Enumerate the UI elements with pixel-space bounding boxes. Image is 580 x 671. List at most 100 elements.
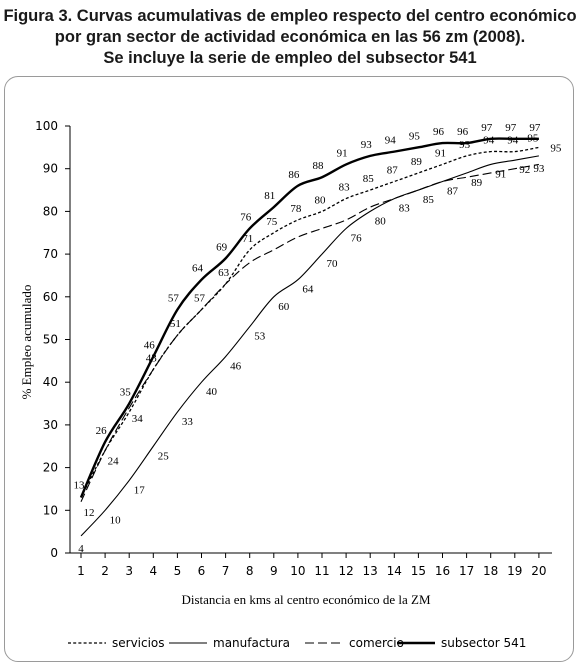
- data-label-subsector-541: 26: [96, 425, 108, 437]
- x-tick-label: 19: [507, 564, 522, 578]
- legend-label-subsector-541: subsector 541: [441, 636, 526, 650]
- y-tick-label: 30: [43, 418, 58, 432]
- x-tick-label: 17: [459, 564, 474, 578]
- data-label-manufactura: 83: [399, 203, 411, 215]
- data-label-comercio: 34: [132, 413, 144, 425]
- data-label-servicios: 85: [363, 173, 375, 185]
- data-label-subsector-541: 35: [120, 387, 132, 399]
- legend-label-manufactura: manufactura: [213, 636, 290, 650]
- data-label-subsector-541: 97: [505, 122, 517, 134]
- data-label-servicios: 78: [290, 203, 302, 215]
- data-label-manufactura: 76: [351, 232, 363, 244]
- y-tick-label: 40: [43, 375, 58, 389]
- data-label-manufactura: 64: [302, 284, 314, 296]
- data-label-comercio: 24: [108, 456, 120, 468]
- chart-frame: [4, 76, 574, 662]
- data-label-servicios: 71: [242, 233, 253, 245]
- data-label-subsector-541: 95: [409, 130, 421, 142]
- data-label-manufactura: 87: [447, 186, 459, 198]
- chart-title-line-2: por gran sector de actividad económica e…: [54, 28, 526, 46]
- data-label-servicios: 75: [266, 216, 278, 228]
- data-label-subsector-541: 86: [288, 169, 300, 181]
- x-tick-label: 7: [222, 564, 230, 578]
- data-label-manufactura: 25: [158, 450, 170, 462]
- data-label-servicios: 89: [411, 156, 423, 168]
- data-label-subsector-541: 13: [74, 479, 86, 491]
- data-label-manufactura: 70: [327, 258, 339, 270]
- data-label-subsector-541: 96: [457, 126, 469, 138]
- x-tick-label: 20: [531, 564, 546, 578]
- data-label-manufactura: 85: [423, 194, 435, 206]
- x-axis-label: Distancia en kms al centro económico de …: [181, 592, 431, 607]
- series-line-servicios: [80, 146, 540, 498]
- data-label-subsector-541: 76: [240, 211, 252, 223]
- x-tick-label: 12: [338, 564, 353, 578]
- data-label-manufactura: 10: [110, 514, 122, 526]
- data-label-manufactura: 91: [495, 168, 506, 180]
- data-label-manufactura: 40: [206, 386, 218, 398]
- y-tick-label: 60: [43, 290, 58, 304]
- data-label-subsector-541: 93: [361, 139, 373, 151]
- x-tick-label: 13: [363, 564, 378, 578]
- data-label-subsector-541: 57: [168, 293, 180, 305]
- data-label-manufactura: 92: [519, 164, 530, 176]
- data-label-subsector-541: 69: [216, 241, 228, 253]
- data-label-manufactura: 60: [278, 301, 290, 313]
- y-axis-label: % Empleo acumulado: [19, 285, 34, 400]
- y-tick-label: 10: [43, 503, 58, 517]
- data-label-manufactura: 4: [78, 543, 84, 555]
- y-tick-label: 50: [43, 333, 58, 347]
- data-label-manufactura: 53: [254, 331, 266, 343]
- x-tick-label: 11: [314, 564, 329, 578]
- data-label-subsector-541: 88: [313, 160, 325, 172]
- chart-title: Figura 3. Curvas acumulativas de empleo …: [0, 6, 580, 69]
- data-label-subsector-541: 46: [144, 340, 156, 352]
- data-label-servicios: 91: [435, 147, 446, 159]
- data-label-servicios: 57: [194, 293, 206, 305]
- data-label-servicios: 93: [459, 139, 471, 151]
- chart-title-line-3: Se incluye la serie de empleo del subsec…: [103, 49, 477, 67]
- data-label-manufactura: 46: [230, 361, 242, 373]
- data-label-servicios: 83: [339, 182, 351, 194]
- x-tick-label: 9: [270, 564, 278, 578]
- x-tick-label: 18: [483, 564, 498, 578]
- series-line-comercio: [80, 163, 539, 502]
- x-tick-label: 4: [149, 564, 157, 578]
- y-tick-label: 20: [43, 461, 58, 475]
- y-tick-label: 70: [43, 247, 58, 261]
- data-label-servicios: 43: [146, 352, 158, 364]
- data-label-manufactura: 80: [375, 215, 387, 227]
- y-tick-label: 90: [43, 162, 58, 176]
- data-label-manufactura: 89: [471, 177, 483, 189]
- legend-label-servicios: servicios: [112, 636, 165, 650]
- data-label-subsector-541: 94: [385, 135, 397, 147]
- series-line-subsector-541: [79, 137, 539, 498]
- x-tick-label: 15: [411, 564, 426, 578]
- series-line-manufactura: [80, 155, 539, 537]
- data-label-servicios: 51: [170, 318, 181, 330]
- x-tick-label: 6: [198, 564, 206, 578]
- data-label-subsector-541: 96: [433, 126, 445, 138]
- x-tick-label: 14: [387, 564, 402, 578]
- y-tick-label: 100: [35, 119, 58, 133]
- x-tick-label: 5: [174, 564, 182, 578]
- legend: servicios manufactura comercio subsector 54…: [68, 636, 526, 650]
- data-label-manufactura: 33: [182, 416, 194, 428]
- data-label-subsector-541: 81: [264, 190, 275, 202]
- data-label-subsector-541: 97: [481, 122, 493, 134]
- y-tick-label: 80: [43, 204, 58, 218]
- data-label-manufactura: 17: [134, 484, 146, 496]
- x-tick-label: 2: [101, 564, 109, 578]
- x-tick-label: 10: [290, 564, 305, 578]
- x-tick-label: 3: [125, 564, 133, 578]
- x-tick-label: 16: [435, 564, 450, 578]
- data-labels: 43 51 57 63 71 75 78 80 83 85 87 89 91 93 94 94 95 4 10 17 2…: [74, 122, 562, 555]
- legend-label-comercio: comercio: [349, 636, 404, 650]
- data-label-servicios: 87: [387, 165, 399, 177]
- data-label-servicios: 80: [315, 194, 327, 206]
- y-tick-label: 0: [50, 546, 58, 560]
- data-label-servicios: 95: [527, 132, 539, 144]
- data-label-comercio: 12: [84, 507, 95, 519]
